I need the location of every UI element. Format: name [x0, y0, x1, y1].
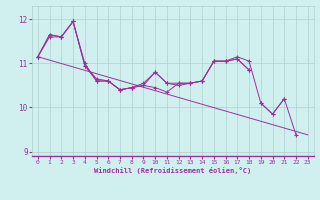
- X-axis label: Windchill (Refroidissement éolien,°C): Windchill (Refroidissement éolien,°C): [94, 167, 252, 174]
